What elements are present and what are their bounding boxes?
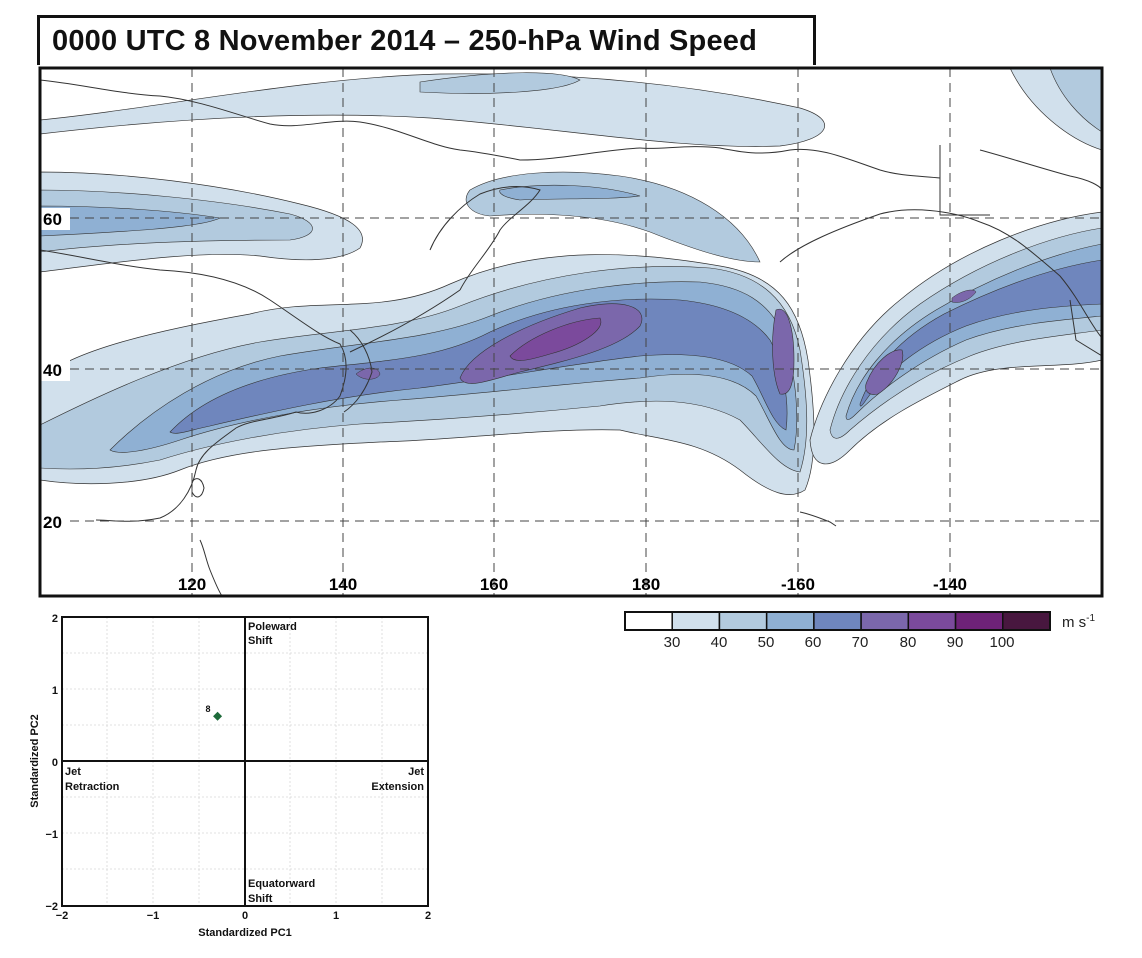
lat-label-20: 20 <box>43 513 62 532</box>
map-frame <box>38 66 1104 598</box>
colorbar-swatch-7 <box>954 611 1004 631</box>
title-box: 0000 UTC 8 November 2014 – 250-hPa Wind … <box>37 15 816 65</box>
colorbar-tick-80: 80 <box>900 634 917 651</box>
colorbar-swatch-3 <box>765 611 815 631</box>
page-title: 0000 UTC 8 November 2014 – 250-hPa Wind … <box>52 25 758 57</box>
colorbar-swatch-2 <box>718 611 768 631</box>
coastlines <box>40 79 1102 596</box>
colorbar-unit-main: m s <box>1062 614 1086 631</box>
colorbar-swatch-5 <box>860 611 910 631</box>
colorbar-unit-exp: -1 <box>1086 613 1095 624</box>
contour-west-band <box>40 171 363 273</box>
longitude-labels: 120 140 160 180 -160 -140 <box>178 575 967 594</box>
lat-label-60: 60 <box>43 210 62 229</box>
colorbar-tick-40: 40 <box>711 634 728 651</box>
contour-north-band <box>40 68 1102 151</box>
colorbar-tick-50: 50 <box>758 634 775 651</box>
colorbar-swatch-6 <box>907 611 957 631</box>
lon-label-160: 160 <box>480 575 508 594</box>
lon-label-180: 180 <box>632 575 660 594</box>
latitude-labels: 60 40 20 <box>40 208 70 533</box>
lon-label-140: 140 <box>329 575 357 594</box>
lon-label-neg160: -160 <box>781 575 815 594</box>
colorbar-unit: m s-1 <box>1062 613 1096 631</box>
lon-label-120: 120 <box>178 575 206 594</box>
colorbar-swatch-1 <box>671 611 721 631</box>
colorbar-tick-60: 60 <box>805 634 822 651</box>
colorbar-swatch-4 <box>813 611 862 631</box>
lon-label-neg140: -140 <box>933 575 967 594</box>
colorbar-tick-30: 30 <box>664 634 681 651</box>
colorbar-tick-70: 70 <box>852 634 869 651</box>
contour-east-jet <box>809 211 1102 465</box>
lat-label-40: 40 <box>43 361 62 380</box>
graticule <box>40 68 1102 596</box>
colorbar-tick-100: 100 <box>989 634 1014 651</box>
colorbar: 30 40 50 60 70 80 90 100 m s-1 <box>624 611 1096 651</box>
colorbar-swatch-0 <box>624 611 673 631</box>
colorbar-tick-90: 90 <box>947 634 964 651</box>
colorbar-swatch-8 <box>1002 611 1051 631</box>
